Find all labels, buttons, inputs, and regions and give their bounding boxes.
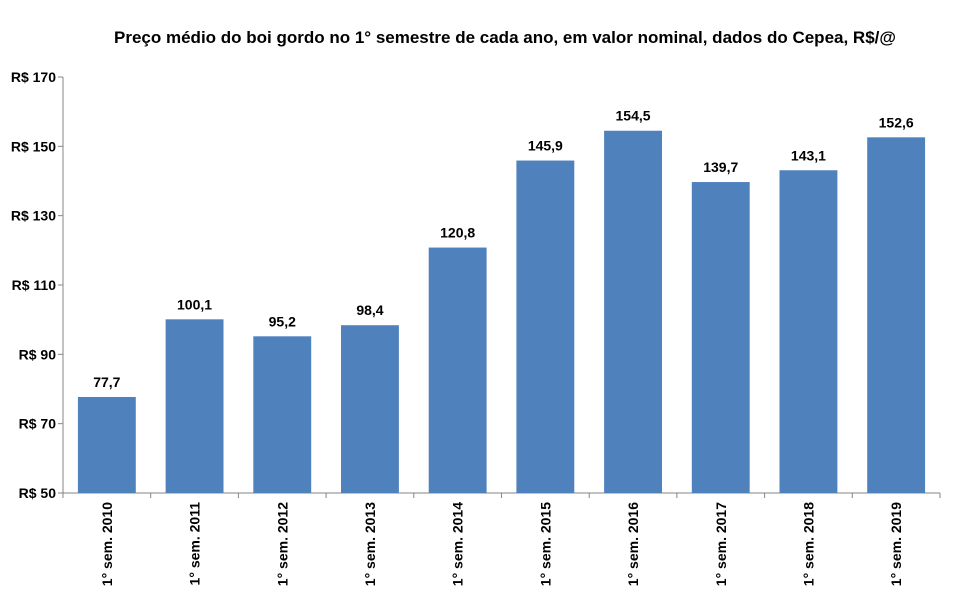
bar (341, 325, 399, 493)
data-label: 120,8 (440, 225, 475, 241)
data-label: 145,9 (528, 138, 563, 154)
bar (604, 130, 662, 493)
bar (253, 336, 312, 493)
data-label: 152,6 (879, 114, 914, 130)
x-tick-label: 1° sem. 2017 (713, 502, 729, 586)
bar (691, 182, 750, 494)
data-label: 100,1 (177, 296, 212, 312)
x-tick-label: 1° sem. 2010 (99, 502, 115, 586)
bar (77, 396, 136, 493)
data-label: 95,2 (269, 313, 296, 329)
axes: R$ 50 R$ 70 R$ 90 R$ 110 R$ 130 R$ 150 R$ 170 1… (11, 69, 941, 586)
x-tick-label: 1° sem. 2015 (537, 502, 553, 586)
bar (165, 319, 224, 493)
x-tick-label: 1° sem. 2016 (625, 502, 641, 586)
data-label: 143,1 (791, 147, 826, 163)
y-tick-label: R$ 150 (11, 138, 56, 154)
x-tick-label: 1° sem. 2019 (888, 502, 904, 586)
bar (779, 170, 838, 493)
bar (428, 247, 487, 493)
x-tick-label: 1° sem. 2011 (187, 502, 203, 586)
y-tick-label: R$ 130 (11, 208, 56, 224)
x-tick-label: 1° sem. 2018 (800, 502, 816, 586)
y-tick-label: R$ 110 (12, 277, 57, 293)
data-label: 98,4 (356, 302, 383, 318)
y-tick-label: R$ 90 (19, 346, 57, 362)
data-label: 77,7 (93, 374, 120, 390)
y-tick-label: R$ 50 (19, 485, 57, 501)
data-labels: 77,7 100,1 95,2 98,4 120,8 145,9 154,5 139,7 143… (93, 108, 914, 390)
y-tick-label: R$ 70 (19, 416, 57, 432)
chart-title: Preço médio do boi gordo no 1° semestre … (114, 28, 896, 47)
bar (516, 160, 575, 493)
x-tick-label: 1° sem. 2012 (274, 502, 290, 586)
data-label: 139,7 (703, 159, 738, 175)
data-label: 154,5 (616, 108, 651, 124)
y-tick-label: R$ 170 (11, 69, 56, 85)
x-tick-label: 1° sem. 2013 (362, 502, 378, 586)
x-tick-label: 1° sem. 2014 (450, 502, 466, 586)
bars (77, 130, 926, 494)
bar (867, 137, 926, 493)
